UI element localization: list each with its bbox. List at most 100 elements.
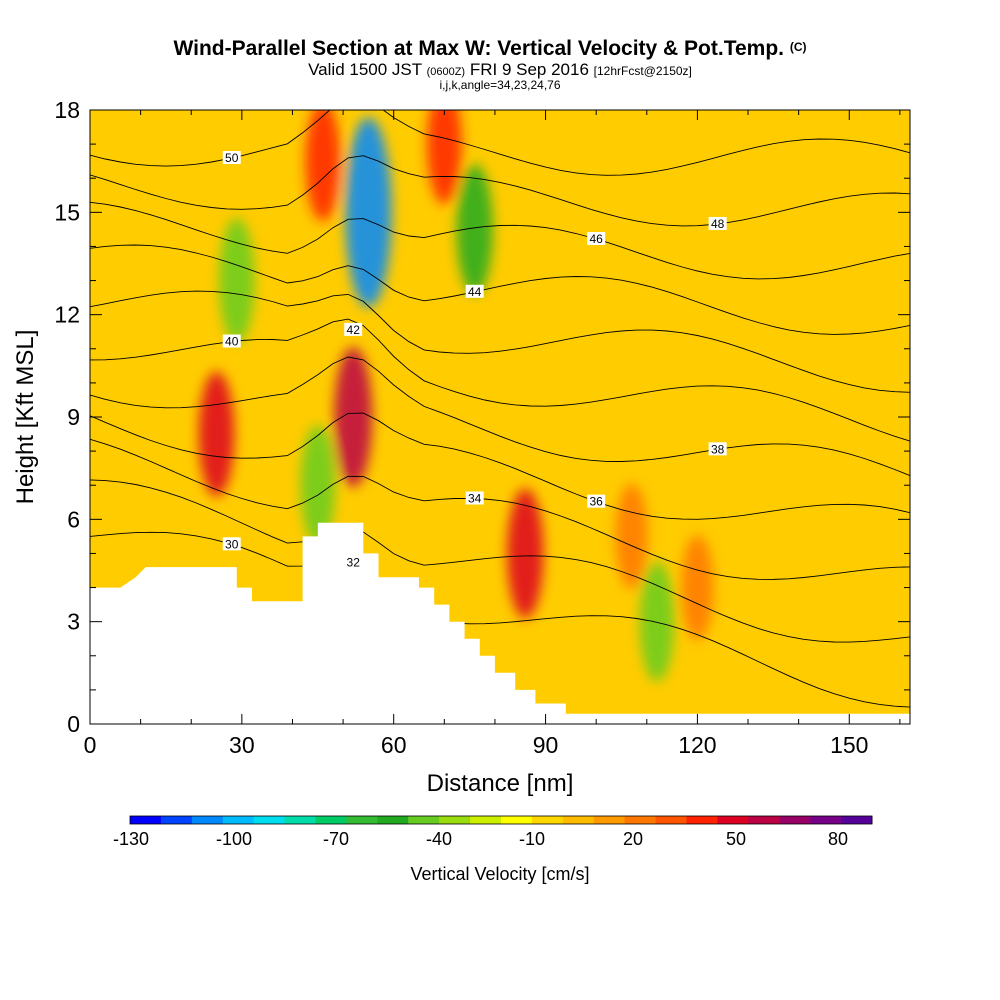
colorbar-swatch-6 [315,816,347,824]
colorbar-swatch-23 [841,816,873,824]
contour-label-34: 34 [465,491,484,506]
svg-text:48: 48 [711,217,725,231]
colorbar-swatch-3 [222,816,255,824]
colorbar-swatch-17 [655,816,687,824]
svg-text:34: 34 [468,492,482,506]
colorbar-swatch-20 [748,816,780,824]
x-tick-label-90: 90 [533,732,559,758]
svg-text:46: 46 [589,232,603,246]
x-tick-label-0: 0 [84,732,97,758]
y-tick-label-9: 9 [67,404,80,430]
colorbar-swatch-18 [686,816,718,824]
velocity-cell-8 [456,164,493,295]
contour-label-50: 50 [222,151,241,165]
colorbar-swatch-21 [779,816,811,824]
colorbar-swatch-9 [408,816,440,824]
colorbar-label: Vertical Velocity [cm/s] [410,864,589,884]
velocity-cell-2 [305,110,341,222]
svg-text:38: 38 [711,442,725,456]
colorbar-swatch-13 [531,816,564,824]
y-axis-label: Height [Kft MSL] [12,330,39,505]
colorbar-tick--10: -10 [519,829,545,849]
contour-label-38: 38 [708,442,727,456]
svg-text:36: 36 [589,495,603,509]
theta-contour-34 [90,438,910,580]
chart-title-main: Wind-Parallel Section at Max W: Vertical… [173,37,784,60]
colorbar-swatch-4 [253,816,286,824]
subtitle-valid: Valid 1500 JST [308,60,422,79]
svg-text:40: 40 [225,335,239,349]
colorbar-tick-50: 50 [726,829,746,849]
contour-label-30: 30 [222,537,241,551]
contour-label-40: 40 [222,334,241,349]
colorbar-tick-80: 80 [828,829,848,849]
colorbar-swatch-14 [562,816,595,824]
contour-label-32: 32 [344,555,363,570]
velocity-cell-9 [219,218,255,344]
x-tick-label-30: 30 [229,732,255,758]
velocity-cell-0 [198,371,235,497]
subtitle-fcst: [12hrFcst@2150z] [594,64,692,78]
theta-contour-36 [90,412,910,520]
x-axis-label: Distance [nm] [427,770,574,797]
chart-subtitle: Valid 1500 JST (0600Z) FRI 9 Sep 2016 [1… [308,60,692,79]
colorbar-swatch-0 [130,816,162,824]
colorbar-swatch-16 [624,816,657,824]
velocity-cell-7 [345,117,392,308]
velocity-cell-1 [334,347,373,487]
colorbar-swatch-8 [377,816,409,824]
contour-label-46: 46 [587,231,606,246]
velocity-field [198,110,714,682]
theta-contour-46 [90,201,910,280]
svg-text:30: 30 [225,537,239,551]
contour-label-36: 36 [587,494,606,509]
y-tick-label-0: 0 [67,711,80,737]
theta-contour-32 [90,479,910,643]
velocity-cell-5 [615,483,648,589]
velocity-cell-3 [426,110,462,205]
colorbar-swatch-7 [346,816,378,824]
svg-text:32: 32 [347,556,361,570]
colorbar-tick--100: -100 [216,829,252,849]
chart-title: Wind-Parallel Section at Max W: Vertical… [173,37,806,60]
colorbar-tick--130: -130 [113,829,149,849]
velocity-cell-10 [639,561,675,682]
theta-contour-38 [90,356,910,477]
y-tick-label-6: 6 [67,506,80,532]
y-tick-label-18: 18 [54,97,80,123]
velocity-cell-11 [300,425,336,546]
y-tick-label-3: 3 [67,609,80,635]
colorbar-swatch-1 [160,816,193,824]
theta-contour-labels: 30 32 34 36 38 40 42 44 46 48 50 [222,151,727,570]
colorbar-tick-20: 20 [623,829,643,849]
contour-label-48: 48 [708,216,727,231]
colorbar-swatch-19 [717,816,749,824]
colorbar-frame [129,815,873,825]
svg-text:42: 42 [347,323,361,337]
velocity-cell-6 [681,535,714,641]
plot-area: 30 32 34 36 38 40 42 44 46 48 50 [90,110,910,724]
x-tick-label-150: 150 [830,732,868,758]
subtitle-date: FRI 9 Sep 2016 [470,60,589,79]
colorbar-swatch-11 [470,816,502,824]
chart-subtitle-2: i,j,k,angle=34,23,24,76 [439,78,560,92]
colorbar-swatch-2 [191,816,224,824]
x-tick-label-60: 60 [381,732,407,758]
y-tick-label-15: 15 [54,199,80,225]
velocity-cell-4 [507,488,544,619]
theta-contour-48 [90,155,910,227]
subtitle-utc: (0600Z) [427,66,466,78]
colorbar-tick--70: -70 [323,829,349,849]
y-tick-label-12: 12 [54,302,80,328]
terrain [90,522,910,724]
theta-contour-42 [90,290,910,393]
colorbar-swatch-12 [501,816,533,824]
colorbar-swatch-15 [593,816,626,824]
svg-text:50: 50 [225,151,239,165]
colorbar-tick--40: -40 [426,829,452,849]
contour-label-44: 44 [465,284,484,299]
colorbar-swatch-5 [284,816,316,824]
colorbar: -130 -100 -70 -40 -10 20 50 80 [113,815,873,849]
theta-contour-44 [90,244,910,335]
